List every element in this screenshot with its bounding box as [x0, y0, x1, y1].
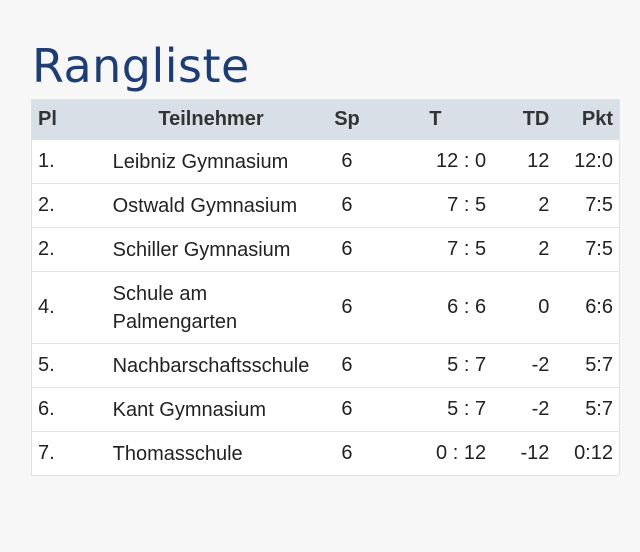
cell-goal-difference: 2 — [492, 227, 556, 272]
cell-place: 4. — [31, 271, 107, 344]
table-row: 6. Kant Gymnasium 6 5 : 7 -2 5:7 — [31, 387, 620, 432]
table-body: 1. Leibniz Gymnasium 6 12 : 0 12 12:0 2.… — [31, 139, 620, 476]
cell-place: 2. — [31, 227, 107, 272]
header-row: Pl Teilnehmer Sp T TD Pkt — [31, 99, 620, 140]
table-row: 5. Nachbarschaftsschule 6 5 : 7 -2 5:7 — [31, 343, 620, 388]
cell-goals: 5 : 7 — [378, 343, 493, 388]
cell-goal-difference: 0 — [492, 271, 556, 344]
table-row: 2. Schiller Gymnasium 6 7 : 5 2 7:5 — [31, 227, 620, 272]
cell-place: 2. — [31, 183, 107, 228]
cell-goal-difference: -2 — [492, 387, 556, 432]
header-place: Pl — [38, 108, 57, 130]
cell-goals: 12 : 0 — [378, 139, 493, 184]
cell-points: 6:6 — [555, 271, 620, 344]
header-points: Pkt — [581, 108, 613, 130]
cell-goal-difference: 2 — [492, 183, 556, 228]
header-participant: Teilnehmer — [158, 108, 264, 130]
cell-games: 6 — [315, 139, 379, 184]
cell-points: 7:5 — [555, 183, 620, 228]
cell-games: 6 — [315, 227, 379, 272]
cell-place: 5. — [31, 343, 107, 388]
cell-place: 6. — [31, 387, 107, 432]
cell-place: 7. — [31, 431, 107, 476]
cell-goals: 6 : 6 — [378, 271, 493, 344]
page-title: Rangliste — [32, 39, 250, 93]
cell-games: 6 — [315, 183, 379, 228]
cell-goal-difference: -12 — [492, 431, 556, 476]
table-row: 7. Thomasschule 6 0 : 12 -12 0:12 — [31, 431, 620, 476]
cell-participant: Ostwald Gymnasium — [106, 183, 316, 228]
cell-games: 6 — [315, 431, 379, 476]
standings-table: Pl Teilnehmer Sp T TD Pkt 1. Leibniz Gym… — [31, 99, 620, 476]
cell-games: 6 — [315, 343, 379, 388]
cell-place: 1. — [31, 139, 107, 184]
cell-goal-difference: -2 — [492, 343, 556, 388]
cell-goals: 7 : 5 — [378, 227, 493, 272]
table-row: 4. Schule am Palmengarten 6 6 : 6 0 6:6 — [31, 271, 620, 344]
header-goal-difference: TD — [522, 108, 550, 130]
cell-participant: Kant Gymnasium — [106, 387, 316, 432]
cell-goals: 5 : 7 — [378, 387, 493, 432]
cell-participant: Thomasschule — [106, 431, 316, 476]
table-row: 1. Leibniz Gymnasium 6 12 : 0 12 12:0 — [31, 139, 620, 184]
cell-games: 6 — [315, 387, 379, 432]
table-header: Pl Teilnehmer Sp T TD Pkt — [31, 99, 620, 140]
cell-goals: 7 : 5 — [378, 183, 493, 228]
cell-points: 5:7 — [555, 387, 620, 432]
participant-name-line: Palmengarten — [112, 310, 238, 333]
header-goals: T — [429, 108, 442, 130]
cell-participant: Nachbarschaftsschule — [106, 343, 316, 388]
cell-points: 12:0 — [555, 139, 620, 184]
cell-points: 7:5 — [555, 227, 620, 272]
cell-goal-difference: 12 — [492, 139, 556, 184]
cell-points: 0:12 — [555, 431, 620, 476]
cell-participant: Leibniz Gymnasium — [106, 139, 316, 184]
cell-games: 6 — [315, 271, 379, 344]
header-games: Sp — [334, 108, 360, 130]
participant-name-line: Schule am — [112, 282, 208, 305]
cell-participant: Schiller Gymnasium — [106, 227, 316, 272]
cell-points: 5:7 — [555, 343, 620, 388]
cell-participant: Schule am Palmengarten — [106, 271, 316, 344]
table-row: 2. Ostwald Gymnasium 6 7 : 5 2 7:5 — [31, 183, 620, 228]
cell-goals: 0 : 12 — [378, 431, 493, 476]
